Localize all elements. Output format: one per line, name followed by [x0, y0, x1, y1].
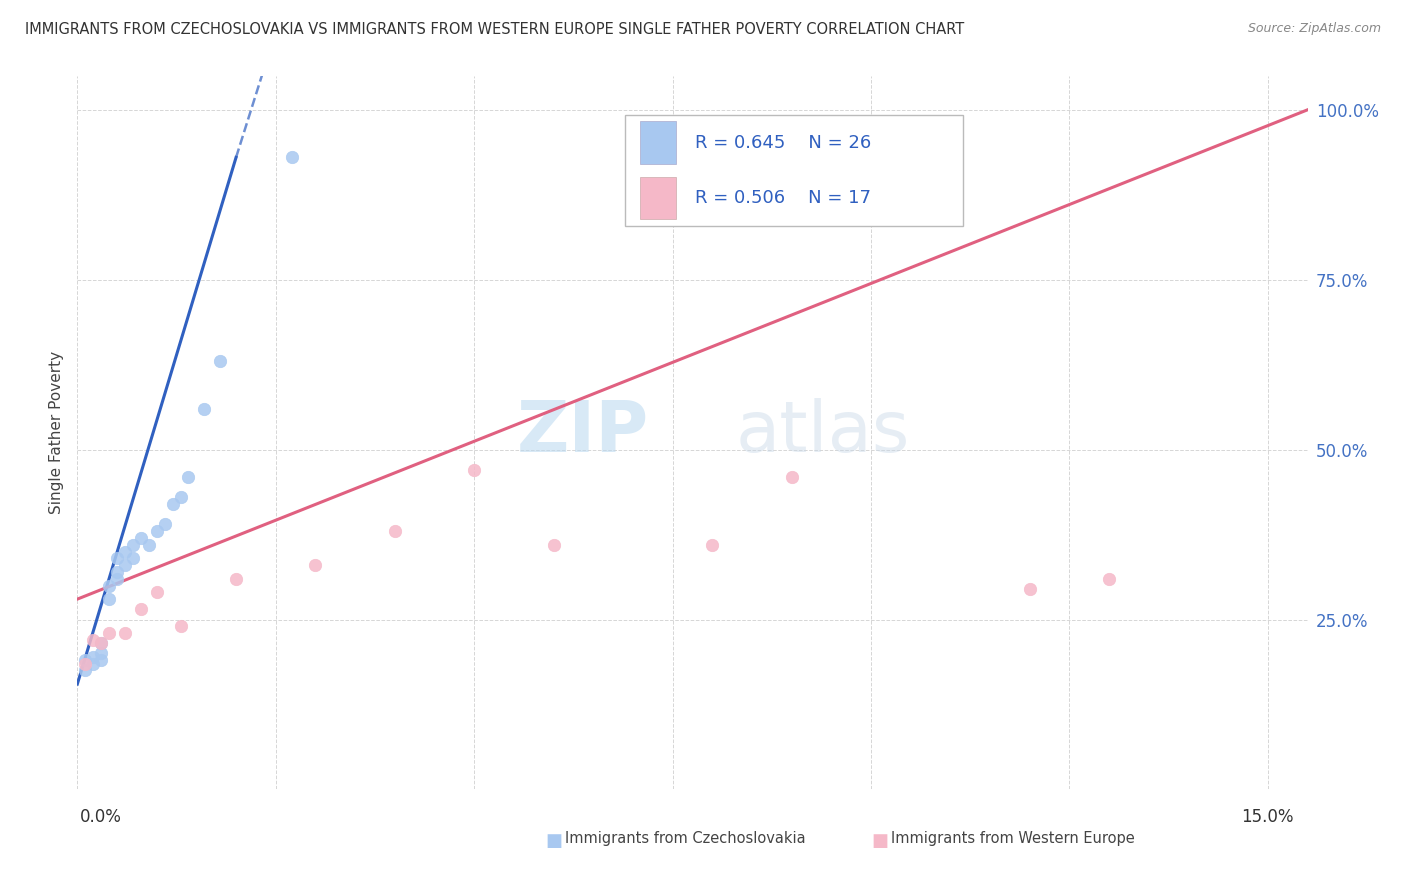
- Text: 0.0%: 0.0%: [80, 808, 122, 826]
- Point: [702, 538, 724, 552]
- Text: Source: ZipAtlas.com: Source: ZipAtlas.com: [1247, 22, 1381, 36]
- Point: [169, 619, 191, 633]
- Point: [90, 636, 112, 650]
- Point: [145, 524, 167, 538]
- Point: [162, 497, 184, 511]
- Point: [82, 657, 104, 671]
- Point: [105, 565, 128, 579]
- Point: [225, 572, 247, 586]
- Point: [280, 150, 302, 164]
- Point: [105, 572, 128, 586]
- Point: [129, 602, 152, 616]
- Text: atlas: atlas: [735, 398, 910, 467]
- Point: [90, 636, 112, 650]
- Point: [90, 653, 112, 667]
- Point: [153, 517, 176, 532]
- Point: [169, 490, 191, 504]
- Point: [75, 657, 97, 671]
- Point: [114, 544, 136, 558]
- Text: ZIP: ZIP: [517, 398, 650, 467]
- Point: [138, 538, 160, 552]
- Point: [114, 626, 136, 640]
- Text: Immigrants from Czechoslovakia: Immigrants from Czechoslovakia: [565, 830, 806, 846]
- Point: [82, 632, 104, 647]
- Point: [543, 538, 565, 552]
- Point: [75, 664, 97, 678]
- Point: [780, 470, 803, 484]
- Bar: [624, 115, 963, 226]
- Bar: [640, 121, 676, 164]
- Point: [1098, 572, 1121, 586]
- Point: [98, 626, 121, 640]
- Y-axis label: Single Father Poverty: Single Father Poverty: [49, 351, 65, 514]
- Point: [122, 538, 145, 552]
- Text: Immigrants from Western Europe: Immigrants from Western Europe: [891, 830, 1135, 846]
- Text: ■: ■: [546, 831, 562, 849]
- Point: [105, 551, 128, 566]
- Text: 15.0%: 15.0%: [1241, 808, 1294, 826]
- Point: [463, 463, 485, 477]
- Point: [75, 653, 97, 667]
- Point: [1018, 582, 1040, 596]
- Text: R = 0.645    N = 26: R = 0.645 N = 26: [695, 134, 872, 152]
- Point: [122, 551, 145, 566]
- Point: [98, 578, 121, 592]
- Point: [145, 585, 167, 599]
- Point: [209, 354, 232, 368]
- Bar: [640, 177, 676, 219]
- Text: ■: ■: [872, 831, 889, 849]
- Text: R = 0.506    N = 17: R = 0.506 N = 17: [695, 189, 870, 207]
- Point: [114, 558, 136, 573]
- Point: [384, 524, 406, 538]
- Point: [90, 647, 112, 661]
- Point: [98, 592, 121, 607]
- Text: IMMIGRANTS FROM CZECHOSLOVAKIA VS IMMIGRANTS FROM WESTERN EUROPE SINGLE FATHER P: IMMIGRANTS FROM CZECHOSLOVAKIA VS IMMIGR…: [25, 22, 965, 37]
- Point: [177, 470, 200, 484]
- Point: [304, 558, 326, 573]
- Point: [193, 401, 215, 416]
- Point: [129, 531, 152, 545]
- Point: [82, 649, 104, 664]
